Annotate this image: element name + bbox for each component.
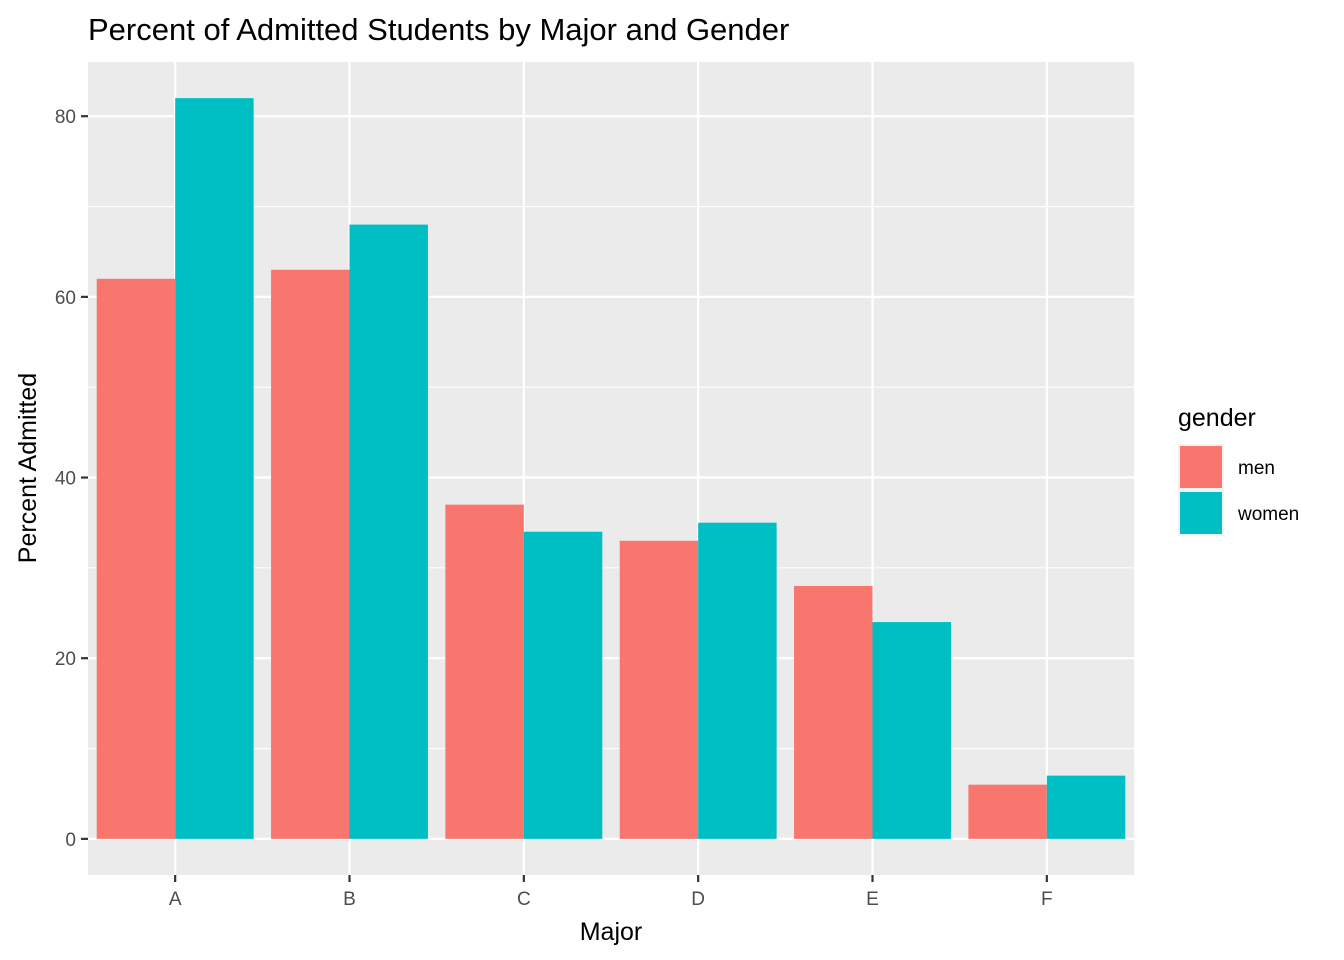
- chart-title: Percent of Admitted Students by Major an…: [88, 12, 789, 47]
- bar-men-A: [96, 278, 176, 839]
- legend-label-women: women: [1237, 504, 1299, 525]
- bars: [96, 98, 1126, 839]
- legend-swatch-men: [1180, 446, 1222, 488]
- x-axis: A B C D E F: [169, 875, 1053, 910]
- y-axis-title: Percent Admitted: [14, 373, 42, 563]
- plot-panel: [88, 62, 1134, 875]
- x-tick-label: F: [1041, 889, 1053, 910]
- x-tick-label: A: [169, 889, 182, 910]
- bar-women-B: [349, 224, 428, 839]
- bar-women-A: [175, 98, 254, 839]
- y-tick-label: 60: [55, 288, 76, 309]
- x-tick-label: D: [691, 889, 705, 910]
- bar-men-B: [271, 269, 350, 839]
- y-axis: 0 20 40 60 80: [55, 107, 88, 851]
- legend-label-men: men: [1238, 458, 1275, 479]
- bar-women-F: [1046, 775, 1126, 839]
- bar-women-D: [698, 522, 777, 839]
- x-axis-title: Major: [580, 918, 643, 946]
- bar-men-F: [968, 784, 1047, 839]
- x-tick-label: B: [343, 889, 356, 910]
- bar-men-D: [619, 540, 699, 839]
- legend: gender men women: [1178, 404, 1299, 536]
- bar-women-E: [872, 622, 951, 839]
- x-tick-label: E: [866, 889, 879, 910]
- bar-men-C: [445, 504, 524, 839]
- y-tick-label: 40: [55, 469, 76, 490]
- legend-swatch-women: [1180, 492, 1222, 534]
- legend-title: gender: [1178, 404, 1256, 432]
- y-tick-label: 80: [55, 107, 76, 128]
- bar-men-E: [794, 585, 873, 839]
- grid-minor: [88, 205, 1134, 750]
- bar-women-C: [523, 531, 603, 839]
- y-tick-label: 20: [55, 649, 76, 670]
- y-tick-label: 0: [65, 830, 76, 851]
- x-tick-label: C: [517, 889, 531, 910]
